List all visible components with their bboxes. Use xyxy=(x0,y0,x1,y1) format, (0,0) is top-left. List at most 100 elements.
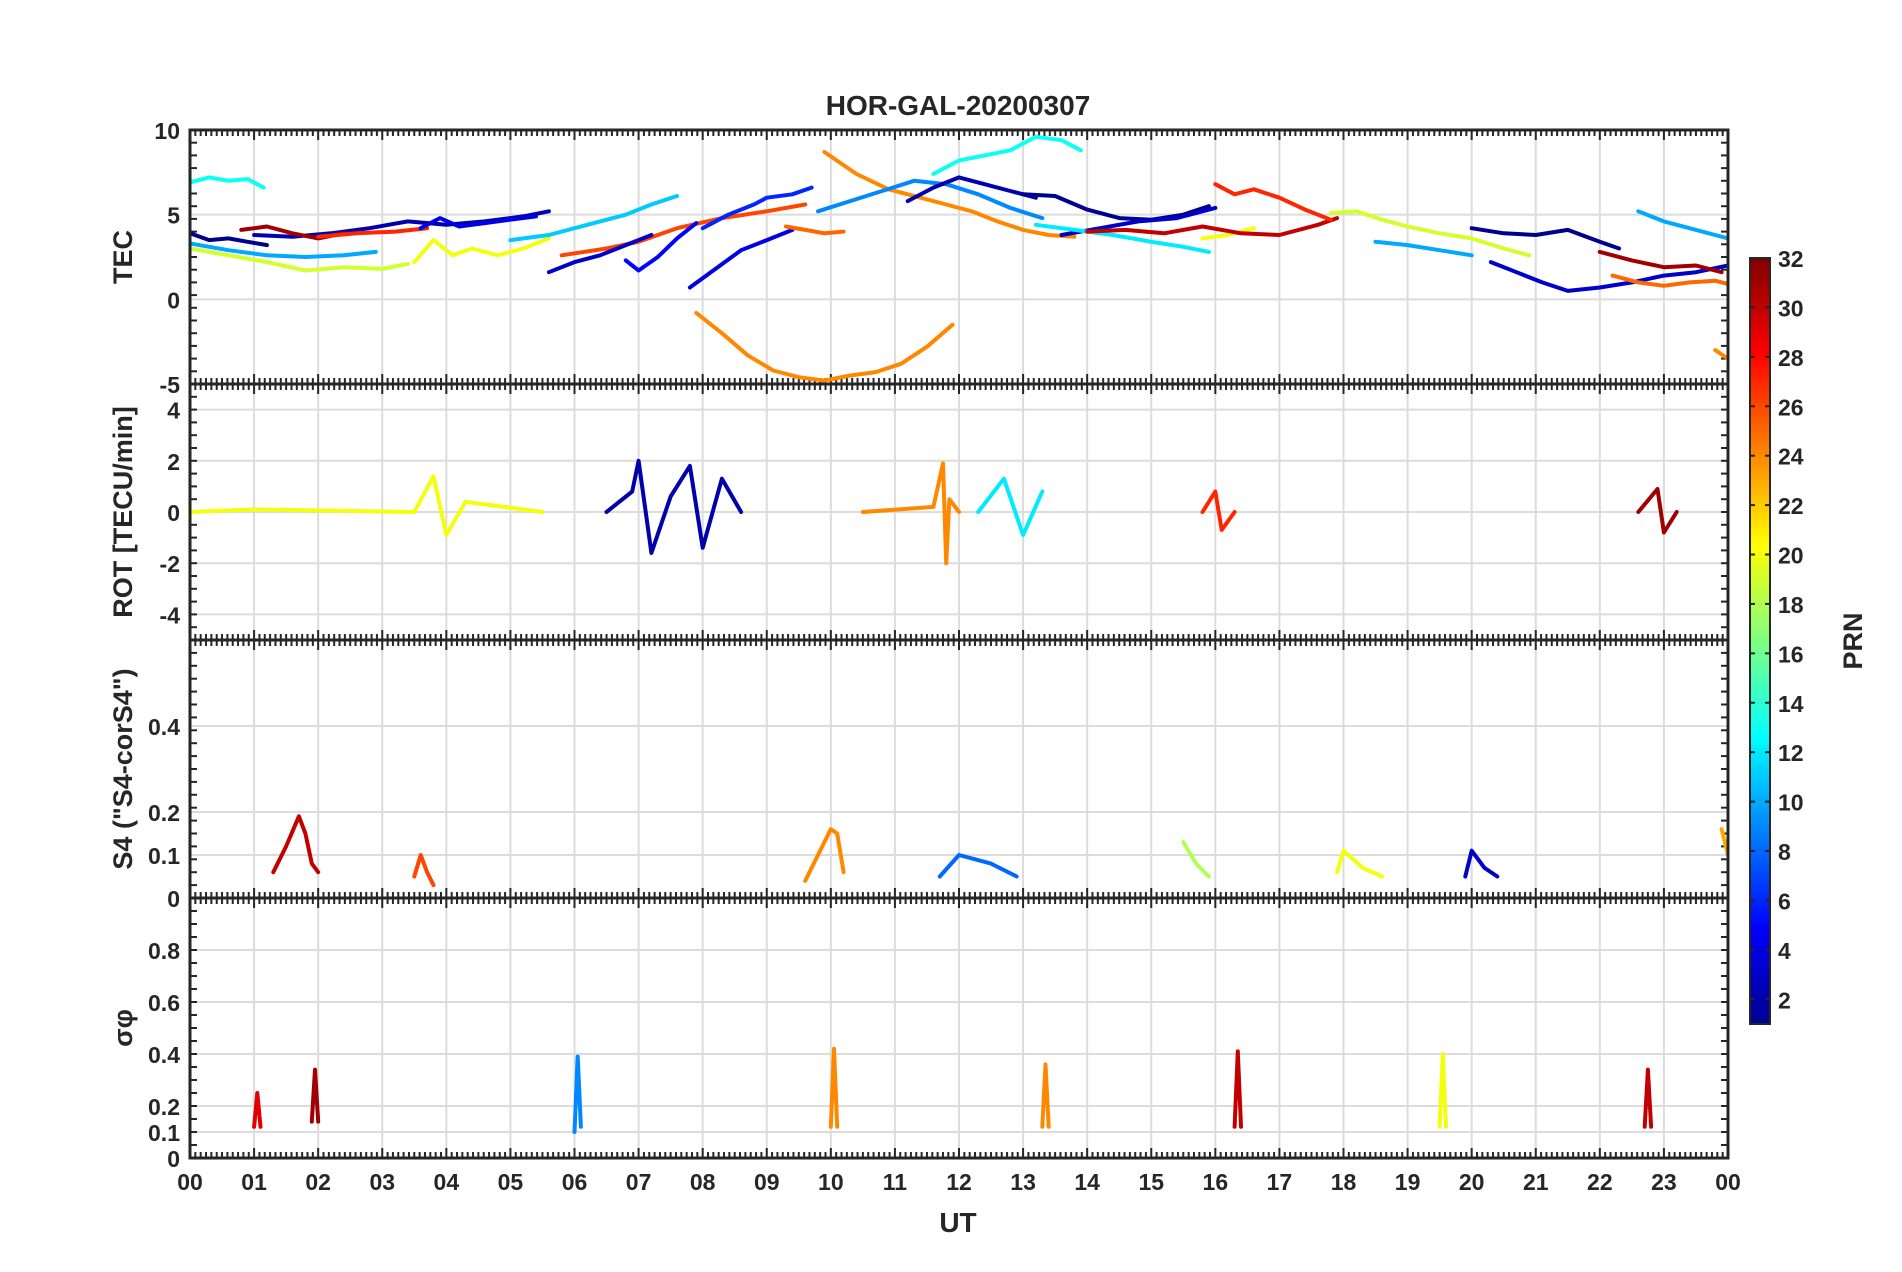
x-tick-label: 18 xyxy=(1331,1169,1357,1195)
x-tick-label: 00 xyxy=(1715,1169,1741,1195)
colorbar-tick-label: 30 xyxy=(1778,295,1804,321)
series-prn-31 xyxy=(1636,487,1679,535)
y-tick-label: 0.6 xyxy=(148,990,180,1016)
colorbar-tick-label: 4 xyxy=(1778,938,1791,964)
series-prn-30 xyxy=(271,814,321,875)
series-prn-10 xyxy=(190,241,378,259)
series-prn-1 xyxy=(190,231,269,248)
x-tick-label: 13 xyxy=(1010,1169,1036,1195)
series-prn-24 xyxy=(1040,1062,1051,1129)
x-tick-label: 03 xyxy=(369,1169,395,1195)
series-prn-13 xyxy=(931,134,1083,176)
series-prn-27 xyxy=(316,226,430,239)
y-tick-label: 0 xyxy=(167,287,180,313)
series-prn-19 xyxy=(1328,209,1532,258)
series-prn-19 xyxy=(190,246,410,273)
y-tick-label: 0 xyxy=(167,886,180,912)
series-group xyxy=(190,134,1728,383)
series-prn-5 xyxy=(623,221,699,273)
x-tick-label: 12 xyxy=(946,1169,972,1195)
y-tick-label: -4 xyxy=(160,602,181,628)
colorbar-tick-label: 8 xyxy=(1778,839,1791,865)
series-prn-9 xyxy=(572,1054,583,1134)
series-prn-24 xyxy=(860,461,961,566)
y-axis-label: TEC xyxy=(108,230,138,284)
series-prn-30 xyxy=(1232,1049,1243,1129)
y-tick-label: 4 xyxy=(167,398,180,424)
y-tick-label: 0.4 xyxy=(148,714,180,740)
colorbar-tick-label: 28 xyxy=(1778,345,1804,371)
colorbar-tick-label: 12 xyxy=(1778,740,1804,766)
series-prn-30 xyxy=(1085,216,1340,237)
series-prn-30 xyxy=(1642,1067,1654,1129)
series-prn-2 xyxy=(905,175,1038,204)
series-prn-20 xyxy=(1437,1052,1448,1129)
x-tick-label: 19 xyxy=(1395,1169,1421,1195)
x-tick-label: 02 xyxy=(305,1169,331,1195)
series-prn-20 xyxy=(412,236,551,265)
colorbar-tick-label: 20 xyxy=(1778,543,1804,569)
x-tick-label: 16 xyxy=(1203,1169,1229,1195)
y-tick-label: 0 xyxy=(167,1146,180,1172)
series-prn-3 xyxy=(1463,848,1500,879)
colorbar-tick-label: 16 xyxy=(1778,641,1804,667)
y-tick-label: 5 xyxy=(167,203,180,229)
y-axis-label: σφ xyxy=(108,1009,138,1047)
colorbar-gradient xyxy=(1749,257,1771,1025)
series-prn-24 xyxy=(1713,348,1728,361)
series-prn-27 xyxy=(1200,489,1237,532)
x-axis-label: UT xyxy=(939,1207,976,1238)
series-prn-20 xyxy=(1200,226,1256,241)
series-prn-24 xyxy=(694,310,955,383)
x-tick-label: 01 xyxy=(241,1169,267,1195)
series-prn-31 xyxy=(1597,249,1724,275)
y-tick-label: 0.2 xyxy=(148,800,180,826)
series-prn-24 xyxy=(803,827,846,883)
series-prn-9 xyxy=(816,178,1045,221)
series-prn-26 xyxy=(412,853,436,888)
y-tick-label: -5 xyxy=(160,372,181,398)
x-tick-label: 11 xyxy=(883,1169,908,1195)
x-tick-label: 07 xyxy=(626,1169,652,1195)
series-prn-12 xyxy=(976,476,1045,537)
series-prn-3 xyxy=(546,233,654,275)
series-prn-24 xyxy=(822,150,1077,239)
series-prn-31 xyxy=(309,1067,321,1124)
series-prn-8 xyxy=(937,853,1019,879)
series-prn-12 xyxy=(1033,222,1211,254)
x-tick-label: 14 xyxy=(1074,1169,1100,1195)
series-prn-25 xyxy=(784,224,846,236)
series-prn-4 xyxy=(418,214,538,231)
panel-2: -4 -2 0 2 4 ROT [TECU/min] xyxy=(108,382,1730,642)
series-prn-27 xyxy=(1213,182,1333,222)
series-prn-4 xyxy=(687,227,795,290)
y-tick-label: 0 xyxy=(167,500,180,526)
colorbar-tick-label: 2 xyxy=(1778,987,1791,1013)
x-tick-label: 09 xyxy=(754,1169,780,1195)
series-prn-2 xyxy=(604,458,744,555)
y-tick-label: 2 xyxy=(167,449,180,475)
series-prn-20 xyxy=(190,474,545,537)
series-prn-25 xyxy=(1610,273,1728,288)
x-tick-label: 22 xyxy=(1587,1169,1613,1195)
colorbar-tick-label: 18 xyxy=(1778,592,1804,618)
series-group xyxy=(271,814,1728,888)
x-tick-label: 08 xyxy=(690,1169,716,1195)
y-tick-label: 0.1 xyxy=(148,843,180,869)
colorbar-tick-label: 14 xyxy=(1778,691,1804,717)
x-tick-label: 23 xyxy=(1651,1169,1677,1195)
y-tick-label: 0.2 xyxy=(148,1094,180,1120)
series-prn-26 xyxy=(559,202,808,258)
axes-frame xyxy=(188,896,1730,1160)
series-prn-3 xyxy=(1488,260,1728,293)
x-tick-label: 04 xyxy=(434,1169,460,1195)
y-tick-label: 0.8 xyxy=(148,938,180,964)
x-tick-label: 17 xyxy=(1267,1169,1293,1195)
x-tick-label: 06 xyxy=(562,1169,588,1195)
colorbar-label: PRN xyxy=(1838,612,1868,669)
y-tick-label: -2 xyxy=(160,551,180,577)
colorbar-tick-label: 24 xyxy=(1778,444,1804,470)
